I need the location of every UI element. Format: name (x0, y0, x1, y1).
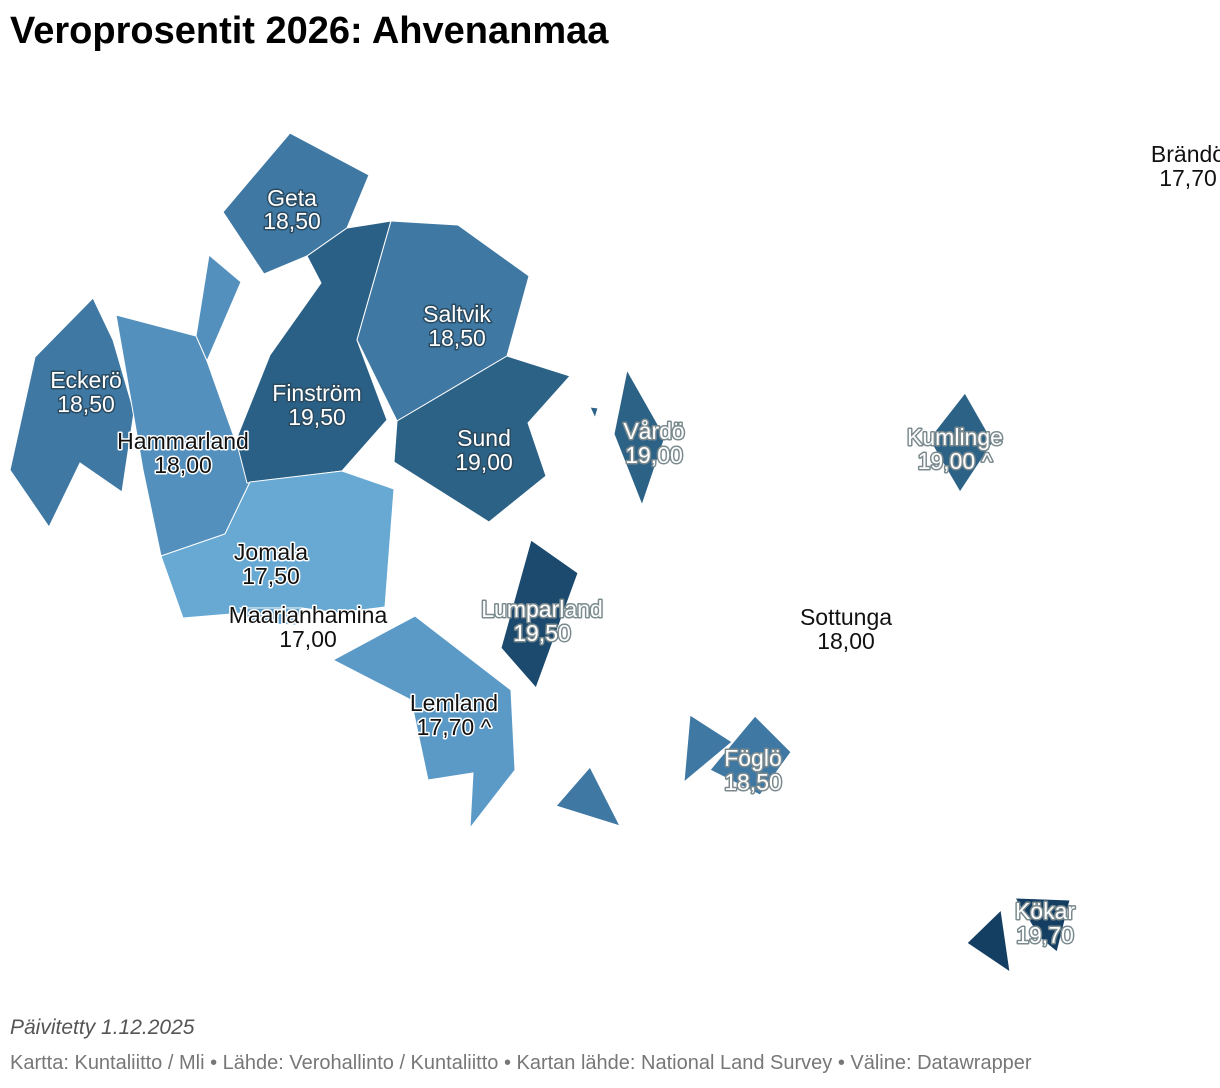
label-saltvik: Saltvik 18,50 (422, 300, 493, 353)
label-brando-rate: 17,70 (1159, 165, 1217, 191)
label-eckero-name: Eckerö (50, 367, 122, 393)
label-vardo-rate: 19,00 (625, 442, 683, 468)
source-note: Kartta: Kuntaliitto / Mli • Lähde: Veroh… (10, 1052, 1032, 1074)
label-sund-name: Sund (457, 425, 511, 451)
label-vardo-name: Vårdö (623, 418, 684, 444)
region-foglo[interactable] (709, 715, 792, 796)
label-kumlinge-rate: 19,00 ^ (918, 448, 993, 474)
label-lumparland-name: Lumparland (481, 596, 602, 622)
region-vardo[interactable] (613, 368, 666, 507)
region-sund[interactable] (393, 355, 571, 523)
label-geta: Geta 18,50 (262, 184, 323, 236)
label-hammarland: Hammarland 18,00 (116, 427, 251, 480)
region-kokar-west[interactable] (966, 908, 1011, 974)
label-sottunga-name: Sottunga (800, 604, 892, 630)
label-eckero-rate: 18,50 (57, 391, 115, 417)
region-maarianhamina[interactable] (239, 607, 303, 626)
label-foglo-rate: 18,50 (724, 769, 782, 795)
map: Geta 18,50 Saltvik 18,50 Eckerö 18,50 Fi… (9, 132, 1220, 974)
label-brando-name: Brändö (1151, 141, 1220, 167)
label-brando: Brändö 17,70 (1149, 140, 1220, 193)
label-eckero: Eckerö 18,50 (49, 366, 124, 419)
region-vardo-islet[interactable] (589, 406, 599, 420)
label-sottunga-rate: 18,00 (817, 628, 875, 654)
region-kumlinge[interactable] (928, 392, 994, 493)
region-jomala[interactable] (160, 470, 395, 619)
label-geta-name: Geta (267, 185, 317, 211)
label-hammarland-name: Hammarland (117, 428, 249, 454)
label-kumlinge-name: Kumlinge (907, 424, 1003, 450)
label-maarianhamina: Maarianhamina 17,00 (227, 601, 389, 654)
region-eckero[interactable] (9, 297, 135, 528)
label-lumparland-rate: 19,50 (513, 620, 571, 646)
label-lemland-name: Lemland (410, 690, 498, 716)
label-hammarland-rate: 18,00 (154, 452, 212, 478)
region-lemland[interactable] (331, 615, 516, 830)
regions (9, 132, 1071, 974)
labels: Geta 18,50 Saltvik 18,50 Eckerö 18,50 Fi… (49, 140, 1220, 950)
region-hammarland-north[interactable] (195, 254, 242, 363)
label-saltvik-name: Saltvik (423, 301, 491, 327)
label-geta-rate: 18,50 (263, 208, 321, 234)
label-kokar-rate: 19,70 (1016, 922, 1074, 948)
label-kumlinge: Kumlinge 19,00 ^ (906, 423, 1005, 476)
label-finstrom-name: Finström (272, 380, 361, 406)
region-foglo-west[interactable] (683, 714, 733, 784)
label-foglo: Föglö 18,50 (723, 744, 784, 797)
region-foglo-south[interactable] (555, 766, 621, 827)
updated-note: Päivitetty 1.12.2025 (10, 1016, 195, 1039)
chart-title: Veroprosentit 2026: Ahvenanmaa (10, 10, 609, 52)
label-lemland-rate: 17,70 ^ (417, 714, 492, 740)
label-sund-rate: 19,00 (455, 449, 513, 475)
label-lemland: Lemland 17,70 ^ (408, 689, 499, 742)
label-jomala-name: Jomala (234, 539, 308, 565)
label-sund: Sund 19,00 (454, 424, 515, 477)
region-lumparland[interactable] (500, 539, 579, 689)
label-lumparland: Lumparland 19,50 (480, 595, 604, 648)
label-foglo-name: Föglö (724, 745, 782, 771)
label-maarianhamina-rate: 17,00 (279, 626, 337, 652)
label-sottunga: Sottunga 18,00 (798, 603, 893, 656)
label-kokar-name: Kökar (1015, 898, 1075, 924)
label-jomala: Jomala 17,50 (232, 538, 309, 591)
label-finstrom: Finström 19,50 (271, 379, 363, 432)
label-saltvik-rate: 18,50 (428, 325, 486, 351)
label-kokar: Kökar 19,70 (1013, 897, 1076, 950)
label-maarianhamina-name: Maarianhamina (229, 602, 388, 628)
label-jomala-rate: 17,50 (242, 563, 300, 589)
label-vardo: Vårdö 19,00 (622, 417, 686, 470)
region-kokar[interactable] (1014, 897, 1071, 953)
label-finstrom-rate: 19,50 (288, 404, 346, 430)
